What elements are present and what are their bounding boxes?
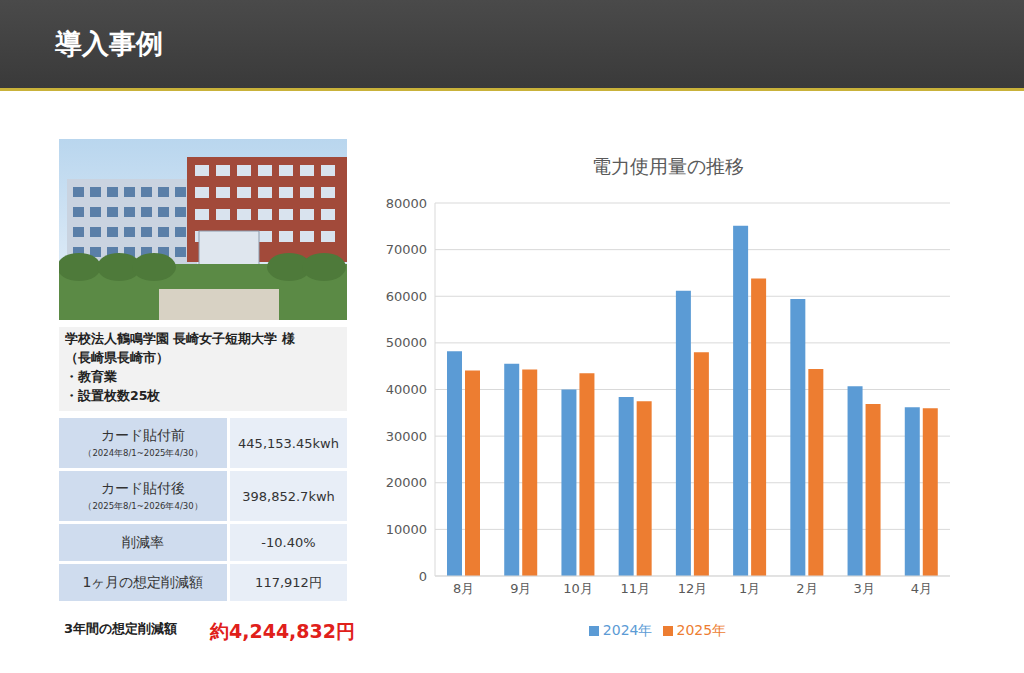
svg-text:60000: 60000	[386, 289, 427, 304]
html-text:2025年: 2025年	[676, 622, 727, 638]
svg-text:1月: 1月	[739, 581, 760, 596]
svg-text:4月: 4月	[911, 581, 932, 596]
html-text:・設置枚数25枚: ・設置枚数25枚	[65, 388, 161, 403]
svg-text:80000: 80000	[386, 196, 427, 211]
html-text:（2024年8/1~2025年4/30）: （2024年8/1~2025年4/30）	[83, 447, 203, 458]
html-text:約4,244,832円: 約4,244,832円	[210, 620, 355, 642]
svg-text:70000: 70000	[386, 242, 427, 257]
svg-text:9月: 9月	[510, 581, 531, 596]
svg-text:3月: 3月	[854, 581, 875, 596]
html-text:カード貼付後: カード貼付後	[101, 479, 185, 496]
html-text:（2025年8/1~2026年4/30）: （2025年8/1~2026年4/30）	[83, 500, 203, 511]
html-text:削減率: 削減率	[122, 533, 164, 550]
html-text:カード貼付前: カード貼付前	[101, 426, 185, 443]
html-text:117,912円: 117,912円	[255, 574, 322, 590]
svg-text:8月: 8月	[453, 581, 474, 596]
svg-text:12月: 12月	[678, 581, 708, 596]
html-text:（長崎県長崎市）: （長崎県長崎市）	[65, 350, 169, 365]
svg-text:40000: 40000	[386, 382, 427, 397]
svg-text:0: 0	[419, 569, 427, 584]
html-text:445,153.45kwh: 445,153.45kwh	[238, 435, 339, 451]
html-text:3年間の想定削減額: 3年間の想定削減額	[64, 621, 177, 636]
html-text:1ヶ月の想定削減額: 1ヶ月の想定削減額	[82, 573, 204, 590]
svg-text:11月: 11月	[621, 581, 651, 596]
svg-text:10000: 10000	[386, 522, 427, 537]
svg-text:2月: 2月	[796, 581, 817, 596]
html-text:-10.40%: -10.40%	[261, 535, 316, 550]
html-text:・教育業: ・教育業	[65, 369, 117, 384]
svg-text:20000: 20000	[386, 475, 427, 490]
svg-text:30000: 30000	[386, 429, 427, 444]
html-text:電力使用量の推移: 電力使用量の推移	[591, 155, 744, 177]
svg-text:50000: 50000	[386, 335, 427, 350]
html-text:2024年: 2024年	[602, 622, 653, 638]
html-text:398,852.7kwh: 398,852.7kwh	[242, 488, 335, 504]
svg-text:10月: 10月	[563, 581, 593, 596]
html-text:学校法人鶴鳴学園 長崎女子短期大学 様: 学校法人鶴鳴学園 長崎女子短期大学 様	[65, 331, 295, 346]
html-text:導入事例: 導入事例	[55, 28, 163, 59]
